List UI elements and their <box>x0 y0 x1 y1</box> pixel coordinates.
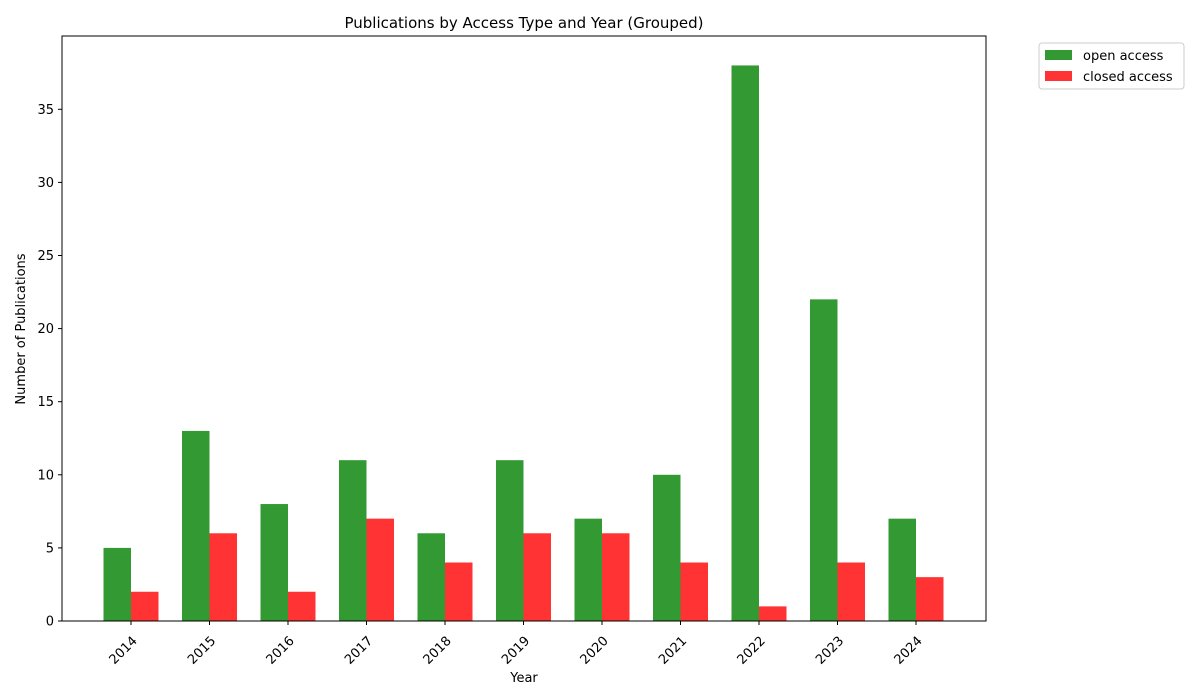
bar-open-2017 <box>339 460 367 621</box>
legend-label-open: open access <box>1083 49 1164 64</box>
bar-open-2019 <box>496 460 524 621</box>
legend-label-closed: closed access <box>1083 70 1173 85</box>
bar-open-2024 <box>888 518 916 621</box>
bar-closed-2016 <box>288 591 316 621</box>
bar-open-2018 <box>417 533 445 621</box>
x-tick-label: 2016 <box>264 634 298 668</box>
y-tick-label: 15 <box>37 395 54 410</box>
x-axis: 2014 2015 2016 2017 2018 2019 2020 2021 2022 2023… <box>107 621 926 668</box>
bar-closed-2020 <box>602 533 630 621</box>
bar-open-2014 <box>103 547 131 621</box>
bar-open-2021 <box>653 474 681 621</box>
x-tick-label: 2024 <box>892 634 926 668</box>
chart-title: Publications by Access Type and Year (Gr… <box>344 14 703 32</box>
bar-closed-2023 <box>837 562 865 621</box>
x-tick-label: 2019 <box>499 634 533 668</box>
bars-layer <box>103 65 944 621</box>
y-tick-label: 30 <box>37 176 54 191</box>
bar-open-2020 <box>574 518 602 621</box>
bar-open-2015 <box>182 430 210 621</box>
y-tick-label: 5 <box>46 541 54 556</box>
bar-closed-2024 <box>916 577 944 621</box>
x-tick-label: 2021 <box>656 634 690 668</box>
bar-closed-2014 <box>131 591 159 621</box>
bar-closed-2018 <box>445 562 473 621</box>
x-axis-label: Year <box>509 671 538 686</box>
y-tick-label: 0 <box>46 615 54 630</box>
y-axis: 0 5 10 15 20 25 30 35 <box>37 103 62 630</box>
bar-closed-2021 <box>680 562 708 621</box>
x-tick-label: 2014 <box>107 634 141 668</box>
x-tick-label: 2015 <box>185 634 219 668</box>
y-tick-label: 35 <box>37 103 54 118</box>
bar-open-2023 <box>810 299 838 621</box>
bar-closed-2019 <box>523 533 551 621</box>
bar-closed-2022 <box>759 606 787 621</box>
bar-open-2016 <box>260 504 288 621</box>
x-tick-label: 2020 <box>578 634 612 668</box>
x-tick-label: 2023 <box>813 634 847 668</box>
legend-swatch-open <box>1045 50 1072 60</box>
legend-swatch-closed <box>1045 71 1072 81</box>
bar-open-2022 <box>731 65 759 621</box>
bar-closed-2015 <box>209 533 237 621</box>
x-tick-label: 2022 <box>735 634 769 668</box>
x-tick-label: 2017 <box>342 634 376 668</box>
legend-box <box>1038 42 1185 90</box>
x-tick-label: 2018 <box>421 634 455 668</box>
y-tick-label: 10 <box>37 468 54 483</box>
y-tick-label: 25 <box>37 249 54 264</box>
bar-closed-2017 <box>366 518 394 621</box>
y-tick-label: 20 <box>37 322 54 337</box>
y-axis-label: Number of Publications <box>14 253 29 404</box>
legend: open access closed access <box>1038 42 1185 90</box>
